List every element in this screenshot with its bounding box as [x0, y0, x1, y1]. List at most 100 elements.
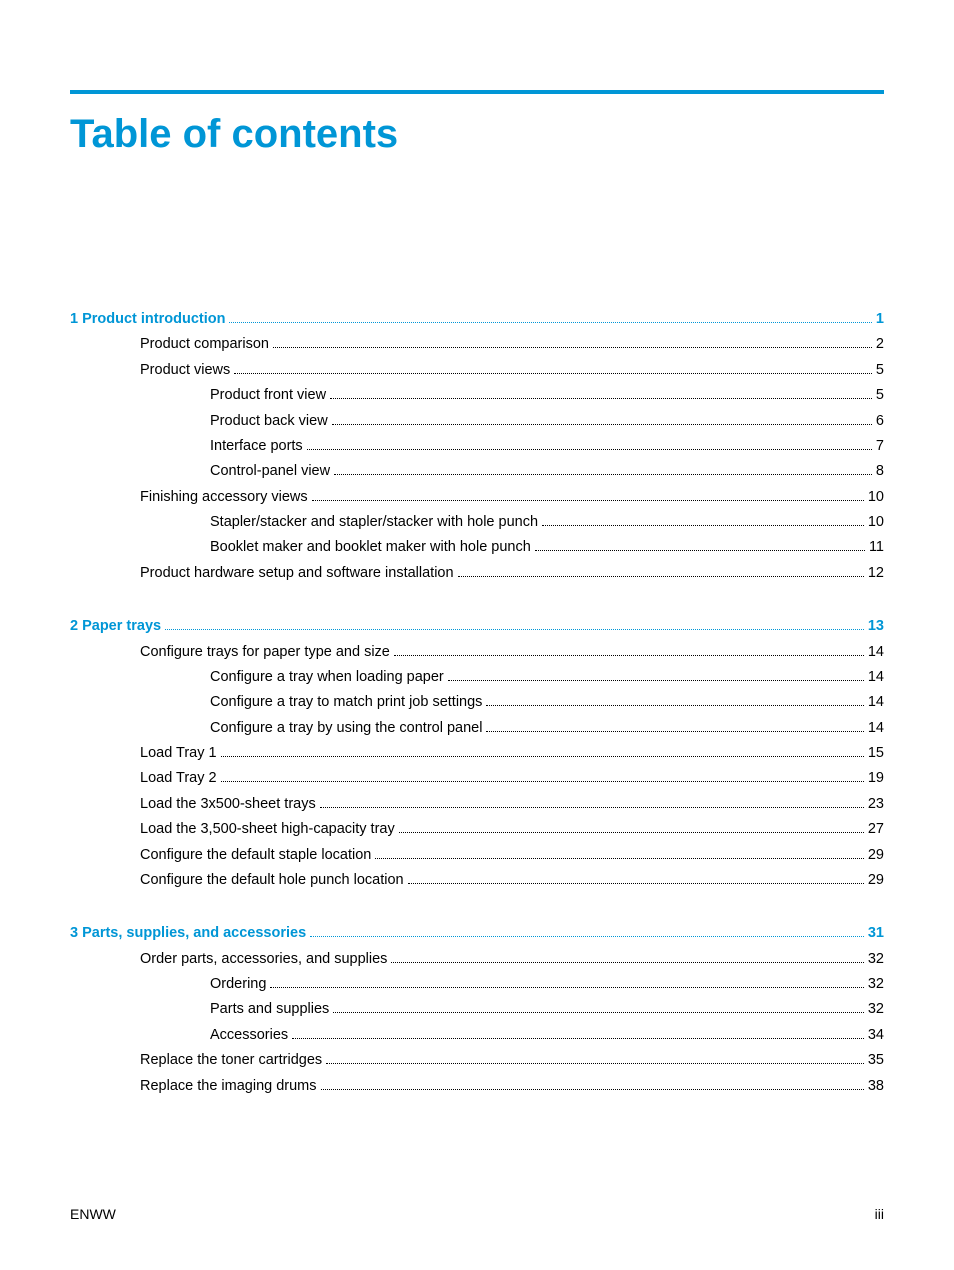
toc-entry-label: Replace the toner cartridges	[140, 1048, 322, 1073]
toc-leader-dots	[310, 936, 864, 937]
toc-entry-page: 38	[868, 1074, 884, 1099]
toc-entry-page: 13	[868, 614, 884, 639]
toc-entry-row[interactable]: Configure a tray to match print job sett…	[70, 690, 884, 715]
toc-entry-label: Interface ports	[210, 434, 303, 459]
toc-entry-row[interactable]: Ordering 32	[70, 972, 884, 997]
toc-leader-dots	[408, 883, 864, 884]
toc-entry-label: Finishing accessory views	[140, 485, 308, 510]
toc-entry-label: Product hardware setup and software inst…	[140, 561, 454, 586]
toc-leader-dots	[320, 807, 864, 808]
toc-entry-page: 27	[868, 817, 884, 842]
toc-list: 1 Product introduction 1Product comparis…	[70, 307, 884, 1099]
toc-entry-row[interactable]: Product front view 5	[70, 383, 884, 408]
toc-leader-dots	[321, 1089, 864, 1090]
toc-entry-page: 14	[868, 640, 884, 665]
toc-entry-row[interactable]: Load the 3x500-sheet trays 23	[70, 792, 884, 817]
toc-entry-label: Ordering	[210, 972, 266, 997]
toc-entry-row[interactable]: Configure the default hole punch locatio…	[70, 868, 884, 893]
toc-entry-page: 32	[868, 947, 884, 972]
toc-chapter-row[interactable]: 1 Product introduction 1	[70, 307, 884, 332]
toc-entry-page: 19	[868, 766, 884, 791]
toc-entry-row[interactable]: Configure a tray when loading paper 14	[70, 665, 884, 690]
toc-entry-page: 11	[869, 535, 884, 560]
toc-entry-page: 15	[868, 741, 884, 766]
toc-entry-page: 35	[868, 1048, 884, 1073]
toc-leader-dots	[326, 1063, 864, 1064]
toc-section-gap	[70, 586, 884, 614]
toc-entry-label: Product comparison	[140, 332, 269, 357]
toc-entry-label: Control-panel view	[210, 459, 330, 484]
toc-entry-page: 32	[868, 972, 884, 997]
toc-entry-label: Load the 3x500-sheet trays	[140, 792, 316, 817]
toc-entry-row[interactable]: Interface ports 7	[70, 434, 884, 459]
toc-entry-page: 14	[868, 665, 884, 690]
toc-entry-label: Load Tray 1	[140, 741, 217, 766]
toc-entry-page: 34	[868, 1023, 884, 1048]
toc-entry-page: 12	[868, 561, 884, 586]
toc-leader-dots	[448, 680, 864, 681]
toc-entry-row[interactable]: Parts and supplies 32	[70, 997, 884, 1022]
toc-entry-row[interactable]: Replace the toner cartridges 35	[70, 1048, 884, 1073]
toc-entry-row[interactable]: Replace the imaging drums 38	[70, 1074, 884, 1099]
toc-leader-dots	[332, 424, 872, 425]
toc-entry-row[interactable]: Order parts, accessories, and supplies 3…	[70, 947, 884, 972]
toc-leader-dots	[165, 629, 864, 630]
footer-left: ENWW	[70, 1206, 116, 1222]
toc-entry-row[interactable]: Configure trays for paper type and size …	[70, 640, 884, 665]
toc-leader-dots	[234, 373, 872, 374]
toc-entry-page: 8	[876, 459, 884, 484]
toc-entry-row[interactable]: Load the 3,500-sheet high-capacity tray …	[70, 817, 884, 842]
toc-entry-row[interactable]: Product hardware setup and software inst…	[70, 561, 884, 586]
page-title: Table of contents	[70, 112, 884, 157]
toc-entry-row[interactable]: Load Tray 2 19	[70, 766, 884, 791]
toc-leader-dots	[375, 858, 864, 859]
toc-leader-dots	[292, 1038, 864, 1039]
toc-entry-row[interactable]: Finishing accessory views 10	[70, 485, 884, 510]
toc-leader-dots	[486, 705, 863, 706]
toc-entry-row[interactable]: Accessories 34	[70, 1023, 884, 1048]
toc-entry-page: 29	[868, 868, 884, 893]
toc-entry-page: 7	[876, 434, 884, 459]
footer-right: iii	[875, 1206, 884, 1222]
toc-entry-label: Order parts, accessories, and supplies	[140, 947, 387, 972]
toc-entry-row[interactable]: Product back view 6	[70, 409, 884, 434]
toc-leader-dots	[391, 962, 863, 963]
toc-leader-dots	[394, 655, 864, 656]
toc-entry-page: 31	[868, 921, 884, 946]
toc-entry-page: 1	[876, 307, 884, 332]
toc-entry-page: 10	[868, 510, 884, 535]
toc-entry-label: Configure a tray by using the control pa…	[210, 716, 482, 741]
toc-entry-row[interactable]: Product comparison 2	[70, 332, 884, 357]
toc-chapter-row[interactable]: 3 Parts, supplies, and accessories 31	[70, 921, 884, 946]
toc-entry-row[interactable]: Configure a tray by using the control pa…	[70, 716, 884, 741]
toc-leader-dots	[399, 832, 864, 833]
toc-leader-dots	[221, 756, 864, 757]
toc-leader-dots	[221, 781, 864, 782]
toc-entry-label: Accessories	[210, 1023, 288, 1048]
toc-leader-dots	[307, 449, 872, 450]
toc-entry-label: Configure the default hole punch locatio…	[140, 868, 404, 893]
toc-entry-label: Booklet maker and booklet maker with hol…	[210, 535, 531, 560]
toc-entry-row[interactable]: Load Tray 1 15	[70, 741, 884, 766]
toc-leader-dots	[229, 322, 871, 323]
toc-leader-dots	[270, 987, 863, 988]
toc-leader-dots	[486, 731, 863, 732]
toc-entry-row[interactable]: Control-panel view 8	[70, 459, 884, 484]
toc-entry-row[interactable]: Stapler/stacker and stapler/stacker with…	[70, 510, 884, 535]
toc-entry-label: Replace the imaging drums	[140, 1074, 317, 1099]
toc-entry-row[interactable]: Product views 5	[70, 358, 884, 383]
toc-entry-label: Product back view	[210, 409, 328, 434]
toc-chapter-row[interactable]: 2 Paper trays 13	[70, 614, 884, 639]
toc-entry-label: Stapler/stacker and stapler/stacker with…	[210, 510, 538, 535]
toc-entry-page: 10	[868, 485, 884, 510]
toc-entry-label: Product front view	[210, 383, 326, 408]
toc-entry-row[interactable]: Booklet maker and booklet maker with hol…	[70, 535, 884, 560]
toc-entry-page: 6	[876, 409, 884, 434]
toc-leader-dots	[334, 474, 872, 475]
toc-entry-page: 14	[868, 690, 884, 715]
toc-entry-label: Configure a tray when loading paper	[210, 665, 444, 690]
page-footer: ENWW iii	[70, 1206, 884, 1222]
toc-leader-dots	[458, 576, 864, 577]
toc-entry-page: 14	[868, 716, 884, 741]
toc-entry-row[interactable]: Configure the default staple location 29	[70, 843, 884, 868]
